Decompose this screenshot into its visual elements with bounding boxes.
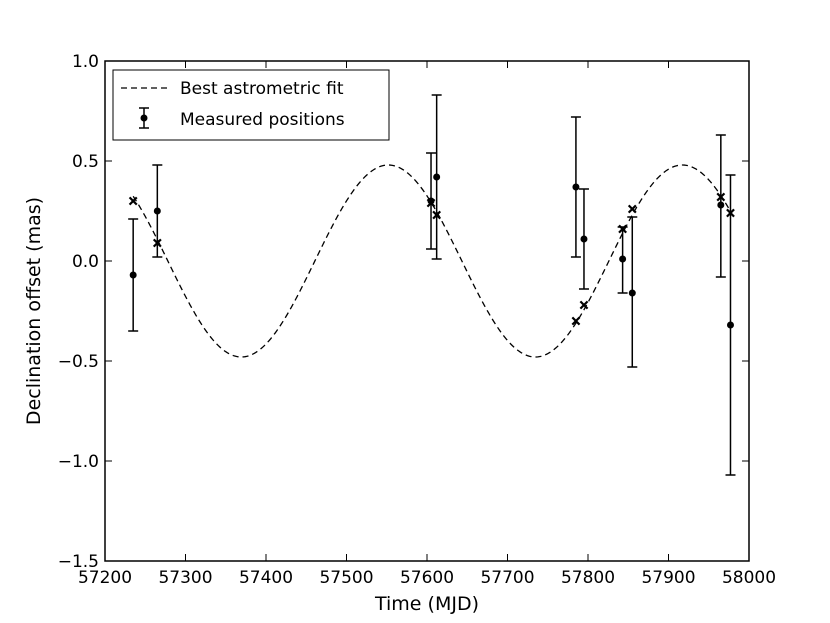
model-marker-stroke-b — [579, 300, 589, 310]
model-marker — [579, 300, 589, 310]
measured-point — [725, 174, 736, 476]
y-tick-label: −0.5 — [58, 352, 99, 372]
legend-measured-swatch-dot — [140, 114, 148, 122]
measured-point — [627, 216, 638, 368]
measured-dot — [717, 201, 725, 209]
model-marker — [716, 192, 726, 202]
legend: Best astrometric fit Measured positions — [112, 69, 390, 141]
measured-dot — [580, 235, 588, 243]
x-tick-label: 58000 — [722, 568, 776, 588]
y-tick-label: 1.0 — [72, 52, 99, 72]
model-marker — [571, 316, 581, 326]
x-axis-label: Time (MJD) — [374, 593, 479, 615]
measured-point — [570, 116, 581, 258]
x-tick-label: 57600 — [400, 568, 454, 588]
plot-background — [105, 61, 749, 561]
x-tick-label: 57800 — [561, 568, 615, 588]
y-axis-label: Declination offset (mas) — [23, 197, 45, 425]
measured-point — [128, 218, 139, 332]
measured-dot — [619, 255, 627, 263]
measured-point — [715, 134, 726, 278]
model-marker-stroke-b — [152, 238, 162, 248]
measured-dot — [433, 173, 441, 181]
model-marker — [432, 210, 442, 220]
y-tick-label: −1.5 — [58, 552, 99, 572]
model-marker — [152, 238, 162, 248]
ticks-layer: 57200 57300 57400 57500 57600 57700 57800 57900… — [58, 52, 776, 588]
y-tick-label: 0.5 — [72, 152, 99, 172]
measured-point — [431, 94, 442, 260]
y-tick-label: 0.0 — [72, 252, 99, 272]
legend-fit-label: Best astrometric fit — [180, 79, 344, 99]
measured-dot — [726, 321, 734, 329]
model-marker-stroke-b — [627, 204, 637, 214]
points-layer — [128, 94, 736, 476]
model-marker — [627, 204, 637, 214]
model-marker-stroke-b — [716, 192, 726, 202]
measured-dot — [153, 207, 161, 215]
plot-frame — [104, 60, 750, 562]
y-tick-label: −1.0 — [58, 452, 99, 472]
x-tick-label: 57700 — [480, 568, 534, 588]
x-tick-label: 57300 — [158, 568, 212, 588]
measured-point — [578, 188, 589, 290]
model-marker — [128, 196, 138, 206]
legend-measured-label: Measured positions — [180, 110, 345, 130]
model-marker — [426, 198, 436, 208]
x-tick-label: 57900 — [641, 568, 695, 588]
x-tick-label: 57200 — [78, 568, 132, 588]
model-marker-stroke-b — [618, 224, 627, 234]
model-marker-stroke-b — [426, 198, 436, 208]
model-marker — [618, 224, 627, 234]
measured-dot — [572, 183, 580, 191]
model-marker-stroke-b — [571, 316, 581, 326]
model-marker-stroke-b — [128, 196, 138, 206]
x-tick-label: 57400 — [239, 568, 293, 588]
model-marker — [726, 208, 735, 218]
measured-dot — [628, 289, 636, 297]
model-marker-stroke-b — [726, 208, 735, 218]
model-marker-stroke-b — [432, 210, 442, 220]
legend-box — [112, 69, 390, 141]
x-tick-label: 57500 — [319, 568, 373, 588]
measured-dot — [129, 271, 137, 279]
